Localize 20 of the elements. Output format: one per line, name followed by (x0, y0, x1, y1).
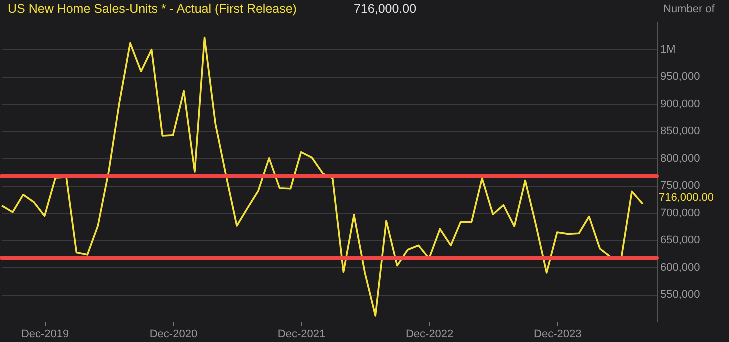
line-series (1, 36, 644, 317)
annotation: 716,000.00 (658, 192, 714, 204)
y-tick-label: 800,000 (660, 152, 700, 165)
x-tick-label: Dec-2022 (406, 328, 454, 340)
y-tick-label: 950,000 (660, 71, 700, 84)
text: 716,000.00 (354, 2, 417, 16)
y-tick-label: 850,000 (660, 126, 700, 138)
y-tick-label: 600,000 (660, 262, 700, 274)
y-axis-title: Number of (664, 4, 716, 16)
y-tick-label: 1M (660, 44, 676, 56)
x-tick-label: Dec-2023 (534, 328, 582, 340)
y-tick-label: 900,000 (660, 98, 700, 110)
x-tick-label: Dec-2021 (278, 328, 326, 340)
x-tick-label: Dec-2020 (150, 328, 198, 340)
y-tick-label: 700,000 (660, 207, 700, 220)
chart-title: US New Home Sales-Units * - Actual (First Release) (8, 2, 297, 16)
y-tick-label: 650,000 (660, 234, 700, 247)
x-tick-label: Dec-2019 (21, 328, 70, 340)
y-tick-label: 550,000 (660, 289, 700, 302)
y-tick-label: 750,000 (660, 180, 700, 192)
